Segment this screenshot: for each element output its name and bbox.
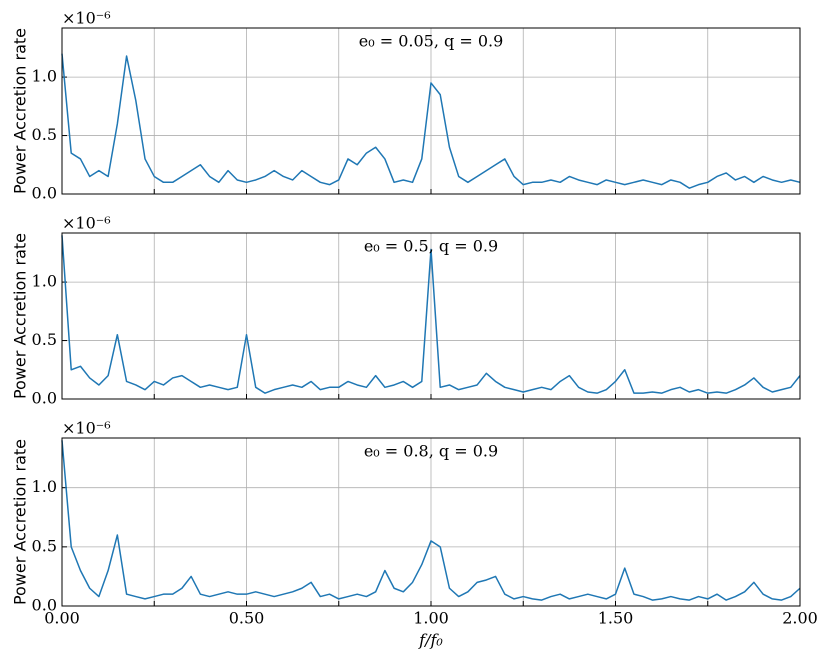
y-axis-label: Power Accretion rate — [11, 233, 30, 399]
y-tick-label: 1.0 — [32, 477, 57, 496]
y-axis-label: Power Accretion rate — [11, 439, 30, 605]
x-tick-label: 1.00 — [413, 609, 449, 628]
offset-text: ×10⁻⁶ — [62, 419, 111, 438]
x-tick-label: 2.00 — [782, 609, 818, 628]
offset-text: ×10⁻⁶ — [62, 214, 111, 233]
series-line — [61, 53, 801, 189]
y-tick-label: 0.0 — [32, 184, 57, 203]
y-tick-label: 0.5 — [32, 330, 57, 349]
plot-frame — [61, 27, 801, 195]
x-axis-label: f/f₀ — [418, 631, 443, 650]
x-tick-label: 0.50 — [229, 609, 265, 628]
plot-frame — [61, 232, 801, 400]
y-axis-label: Power Accretion rate — [11, 28, 30, 194]
y-tick-label: 0.5 — [32, 536, 57, 555]
panel-title: e₀ = 0.05, q = 0.9 — [359, 32, 504, 51]
plot-frame — [61, 437, 801, 607]
series-line — [61, 440, 801, 601]
offset-text: ×10⁻⁶ — [62, 9, 111, 28]
y-tick-label: 1.0 — [32, 272, 57, 291]
y-tick-label: 0.5 — [32, 125, 57, 144]
x-tick-label: 0.00 — [44, 609, 80, 628]
x-tick-label: 1.50 — [598, 609, 634, 628]
series-line — [61, 235, 801, 394]
y-tick-label: 0.0 — [32, 596, 57, 615]
y-tick-label: 1.0 — [32, 67, 57, 86]
panel-title: e₀ = 0.5, q = 0.9 — [364, 237, 498, 256]
panel-title: e₀ = 0.8, q = 0.9 — [364, 442, 498, 461]
y-tick-label: 0.0 — [32, 389, 57, 408]
